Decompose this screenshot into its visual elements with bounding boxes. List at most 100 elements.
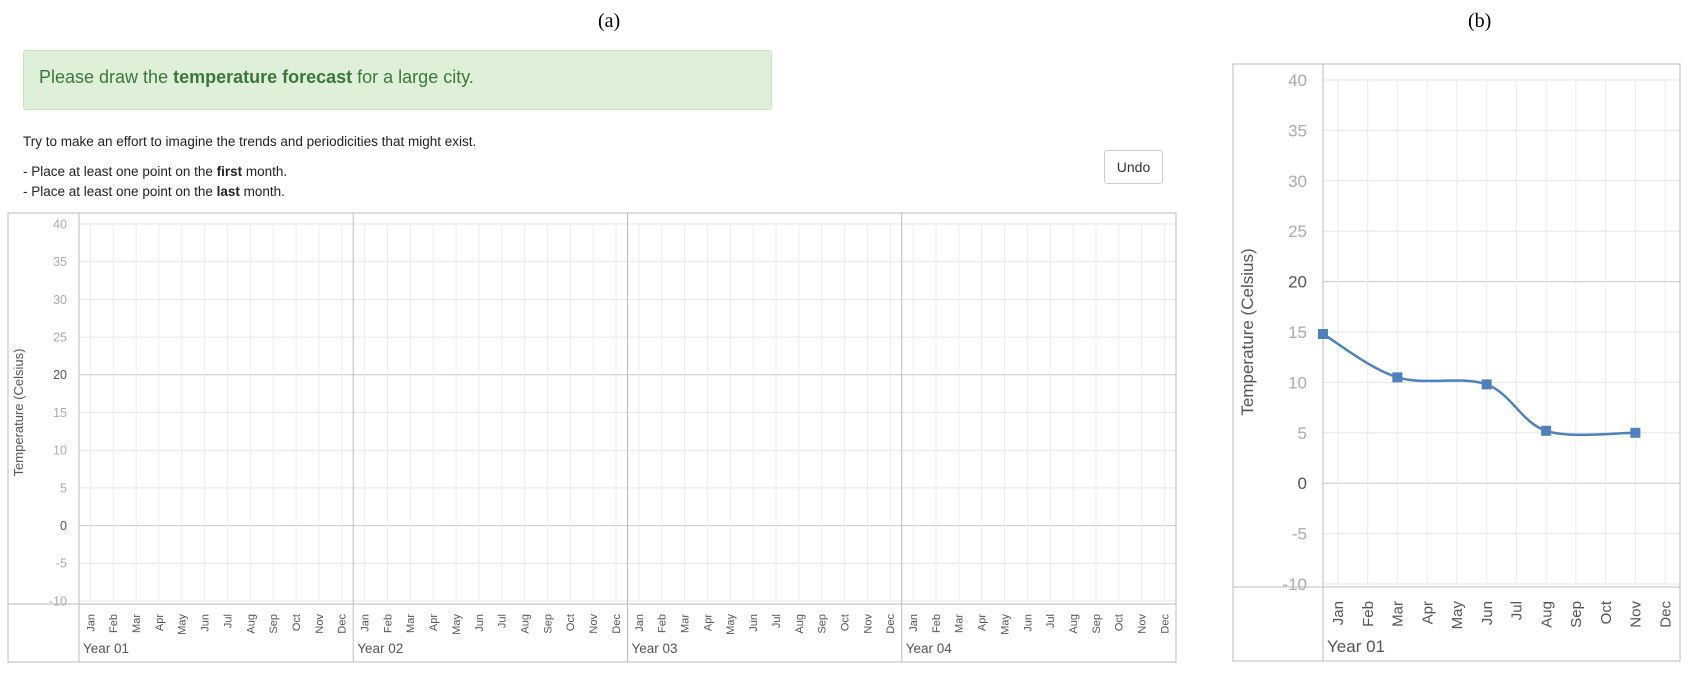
y-tick-label: 5 [1298, 424, 1307, 443]
undo-button[interactable]: Undo [1104, 150, 1163, 184]
y-axis-label: Temperature (Celsius) [11, 349, 26, 477]
month-label: Apr [977, 614, 989, 631]
month-label: Mar [679, 614, 691, 633]
month-label: Nov [1628, 601, 1645, 628]
month-label: Jul [771, 614, 783, 628]
month-label: Jun [748, 614, 760, 632]
y-tick-label: 15 [53, 406, 67, 420]
month-label: Sep [1091, 614, 1103, 634]
data-point [1541, 425, 1552, 436]
month-label: Mar [954, 614, 966, 633]
data-point [1318, 329, 1328, 340]
y-axis-label: Temperature (Celsius) [1238, 248, 1257, 415]
month-label: May [177, 614, 189, 635]
month-label: Jan [360, 614, 372, 632]
month-label: Jan [85, 614, 97, 632]
month-label: Aug [794, 614, 806, 634]
month-label: Apr [154, 614, 166, 631]
month-label: Jun [1022, 614, 1034, 632]
month-label: Oct [1598, 600, 1615, 624]
month-label: Jul [1045, 614, 1057, 628]
month-label: Jan [908, 614, 920, 632]
month-label: Nov [588, 614, 600, 634]
month-label: Oct [839, 614, 851, 631]
y-tick-label: -10 [1282, 575, 1307, 594]
instruction-first-month: - Place at least one point on the first … [23, 164, 287, 179]
month-label: Aug [520, 614, 532, 634]
month-label: May [725, 614, 737, 635]
y-tick-label: 35 [53, 255, 67, 269]
year-label: Year 02 [357, 641, 403, 656]
year-label: Year 01 [83, 641, 129, 656]
month-label: Jul [1509, 601, 1526, 620]
month-label: May [451, 614, 463, 635]
month-label: May [999, 614, 1011, 635]
month-label: Jun [1479, 601, 1496, 625]
month-label: Aug [1068, 614, 1080, 634]
panel-label-b: (b) [1468, 10, 1492, 32]
year-label: Year 04 [906, 641, 953, 656]
instruction-emphasis: first [216, 164, 243, 179]
month-label: Feb [108, 614, 120, 633]
y-tick-label: 0 [60, 519, 67, 533]
month-label: Nov [862, 614, 874, 634]
year-label: Year 03 [632, 641, 678, 656]
data-point [1392, 372, 1403, 383]
month-label: Nov [1137, 614, 1149, 634]
month-label: Oct [565, 614, 577, 631]
month-label: Feb [657, 614, 669, 633]
y-tick-label: 20 [1288, 273, 1307, 292]
month-label: Mar [1390, 601, 1407, 627]
month-label: Feb [1360, 601, 1377, 627]
month-label: Mar [405, 614, 417, 633]
month-label: Apr [702, 614, 714, 631]
month-label: Jun [474, 614, 486, 632]
month-label: Apr [1419, 601, 1436, 624]
data-point [1630, 427, 1641, 438]
month-label: Dec [611, 614, 623, 634]
y-tick-label: 35 [1288, 121, 1307, 140]
instruction-emphasis: last [216, 184, 240, 199]
month-label: May [1449, 601, 1466, 630]
month-label: Dec [885, 614, 897, 634]
month-label: Dec [337, 614, 349, 634]
month-label: Apr [428, 614, 440, 631]
month-label: Aug [1538, 601, 1555, 628]
y-tick-label: 40 [53, 217, 67, 231]
month-label: Mar [131, 614, 143, 633]
y-tick-label: 15 [1288, 323, 1307, 342]
month-label: Jul [497, 614, 509, 628]
instruction-last-month: - Place at least one point on the last m… [23, 184, 285, 199]
month-label: Feb [382, 614, 394, 633]
month-label: Sep [268, 614, 280, 634]
instruction-text: - Place at least one point on the [23, 164, 217, 179]
month-label: Dec [1159, 614, 1171, 634]
month-label: Oct [291, 614, 303, 631]
month-label: Jan [634, 614, 646, 632]
y-tick-label: 10 [53, 444, 67, 458]
y-tick-label: -5 [1292, 525, 1307, 544]
panel-label-a: (a) [598, 10, 621, 32]
y-tick-label: 30 [53, 293, 67, 307]
month-label: Sep [817, 614, 829, 634]
prompt-suffix: for a large city. [352, 67, 474, 87]
y-tick-label: 25 [53, 330, 67, 344]
month-label: Jan [1330, 601, 1347, 625]
month-label: Sep [1568, 601, 1585, 628]
instruction-text: month. [242, 164, 288, 179]
month-label: Aug [245, 614, 257, 634]
y-tick-label: 25 [1288, 222, 1307, 241]
y-tick-label: 10 [1288, 373, 1307, 392]
year-label: Year 01 [1327, 637, 1385, 656]
y-tick-label: 40 [1288, 71, 1307, 90]
month-label: Jun [200, 614, 212, 632]
month-label: Feb [931, 614, 943, 633]
y-tick-label: 0 [1298, 474, 1307, 493]
y-tick-label: 20 [53, 368, 67, 382]
prompt-prefix: Please draw the [39, 67, 174, 87]
month-label: Nov [314, 614, 326, 634]
instruction-text: - Place at least one point on the [23, 184, 217, 199]
y-tick-label: -5 [56, 557, 67, 571]
